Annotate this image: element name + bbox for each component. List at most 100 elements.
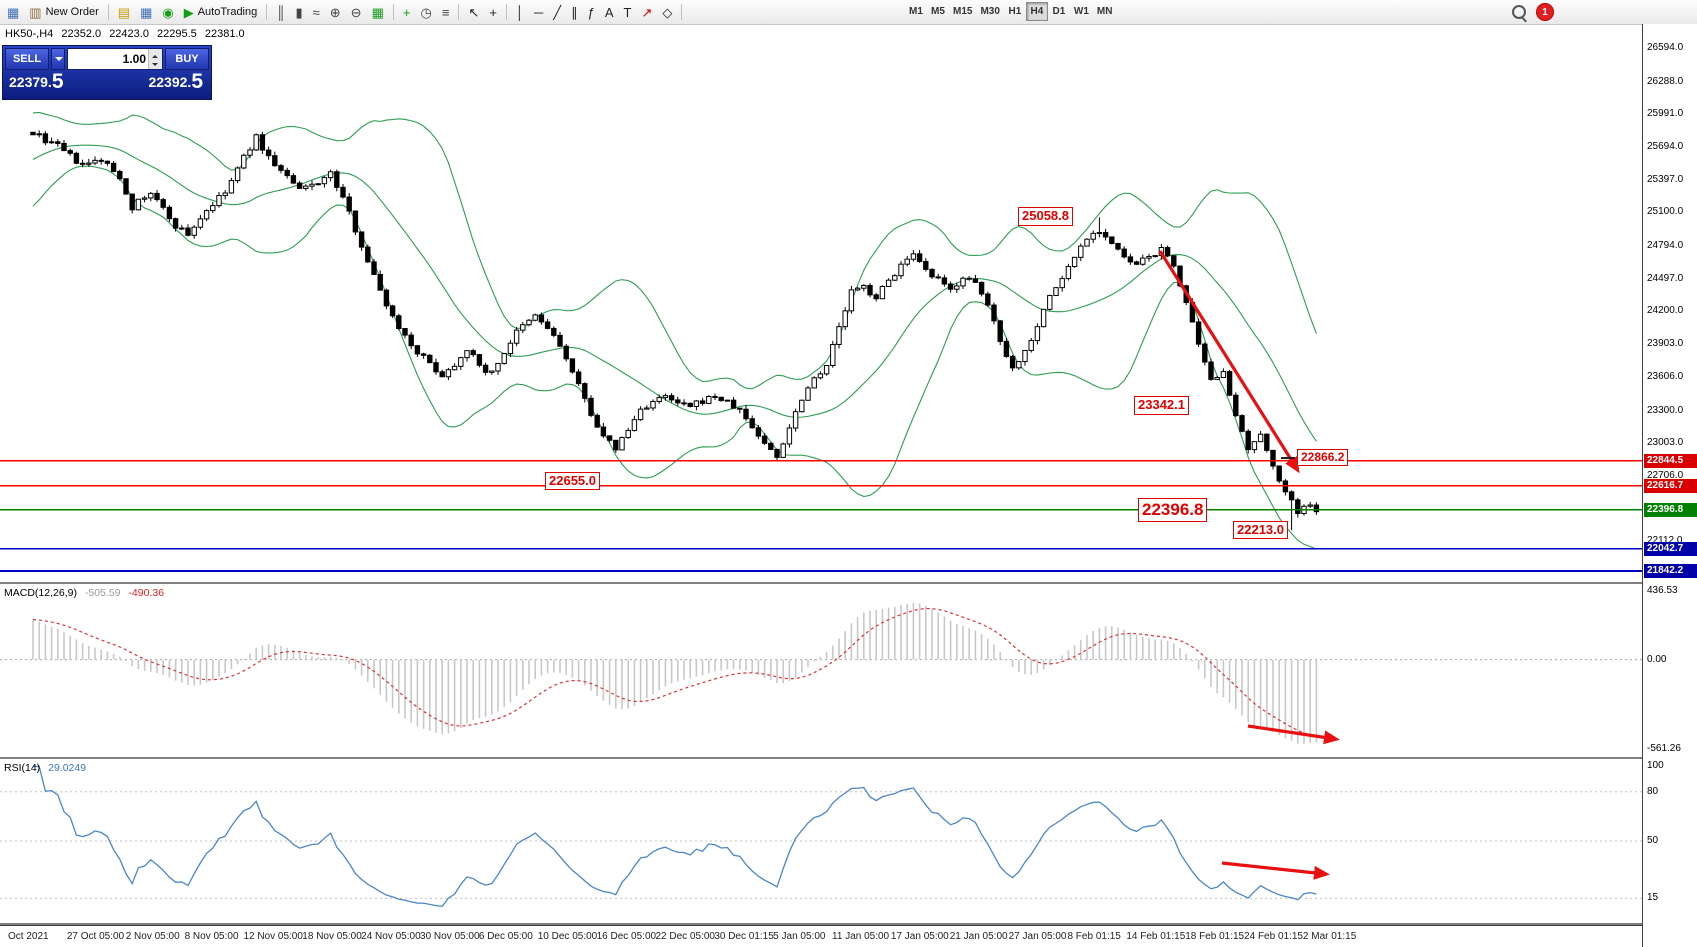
rsi-axis-label: 15 — [1647, 892, 1659, 904]
new-order-button[interactable]: ▥ New Order — [25, 2, 102, 22]
new-chart-icon: ▦ — [7, 4, 20, 20]
zoom-in-icon: ⊕ — [329, 4, 341, 20]
tile-windows-icon[interactable]: ▦ — [368, 2, 388, 22]
time-label: 18 Nov 05:00 — [302, 931, 362, 942]
zoom-in-icon[interactable]: ⊕ — [326, 2, 345, 22]
vertical-line-icon[interactable]: │ — [512, 2, 528, 22]
price-tick: 23903.0 — [1647, 338, 1684, 350]
time-label: 27 Oct 05:00 — [66, 931, 125, 942]
label-icon: T — [623, 4, 632, 20]
candles — [30, 130, 1320, 531]
ohlc-open: 22352.0 — [61, 28, 102, 40]
new-order-button: ▥ — [29, 4, 42, 20]
macd-histogram — [32, 602, 1318, 744]
clock-icon[interactable]: ◷ — [416, 2, 435, 22]
timeframe-m5[interactable]: M5 — [927, 2, 949, 21]
ohlc-low: 22295.5 — [157, 28, 197, 40]
sell-price[interactable]: 22379. 5 — [9, 71, 64, 92]
sell-price-big: 5 — [51, 70, 64, 93]
cursor-icon[interactable]: ↖ — [464, 2, 483, 22]
bar-chart-icon[interactable]: ║ — [272, 2, 289, 22]
macd-signal-line — [32, 607, 1317, 738]
bollinger-middle[interactable] — [32, 144, 1317, 442]
crosshair-icon: + — [489, 4, 497, 20]
chart-shift-icon[interactable]: ≡ — [438, 2, 454, 22]
market-watch-icon[interactable]: ◉ — [158, 2, 177, 22]
charts-grid-icon[interactable]: ▦ — [136, 2, 156, 22]
price-tick: 25397.0 — [1647, 173, 1684, 185]
new-chart-icon[interactable]: ▦ — [3, 2, 23, 22]
trend-arrow[interactable] — [1158, 250, 1300, 474]
timeframe-h4[interactable]: H4 — [1025, 2, 1048, 21]
volume-spinner — [148, 49, 162, 69]
autotrading-button[interactable]: ▶ AutoTrading — [180, 2, 262, 22]
timeframe-m30[interactable]: M30 — [976, 2, 1003, 21]
line-chart-icon[interactable]: ≈ — [309, 2, 324, 22]
text-icon[interactable]: A — [601, 2, 618, 22]
candlestick-chart-icon[interactable]: ▮ — [291, 2, 306, 22]
trend-arrow[interactable] — [1247, 724, 1340, 745]
main-chart[interactable] — [0, 24, 1642, 582]
label-icon[interactable]: T — [619, 2, 635, 22]
timeframe-h1[interactable]: H1 — [1004, 2, 1026, 21]
price-tick: 26288.0 — [1647, 75, 1684, 87]
price-level-box: 22042.7 — [1644, 541, 1697, 556]
shapes-icon[interactable]: ◇ — [658, 2, 676, 22]
volume-input[interactable] — [68, 49, 148, 69]
time-label: 22 Dec 05:00 — [655, 931, 715, 942]
price-level-box: 22844.5 — [1644, 453, 1697, 468]
ohlc-high: 22423.0 — [109, 28, 149, 40]
timeframe-d1[interactable]: D1 — [1048, 2, 1070, 21]
buy-button[interactable]: BUY — [165, 48, 209, 70]
timeframe-m1[interactable]: M1 — [905, 2, 927, 21]
time-label: 30 Nov 05:00 — [420, 931, 480, 942]
rsi-axis-label: 80 — [1647, 785, 1659, 797]
zoom-out-icon[interactable]: ⊖ — [347, 2, 366, 22]
timeframe-m15[interactable]: M15 — [949, 2, 976, 21]
rsi-panel[interactable] — [0, 759, 1642, 923]
macd-axis-label: 436.53 — [1647, 585, 1678, 596]
toolbar-separator — [392, 4, 394, 20]
timeframe-w1[interactable]: W1 — [1070, 2, 1093, 21]
shapes-icon: ◇ — [662, 4, 673, 20]
macd-main-value: -505.59 — [84, 587, 121, 599]
volume-down-button[interactable] — [149, 59, 162, 69]
bollinger-lower[interactable] — [32, 165, 1317, 550]
panel-splitter[interactable] — [0, 757, 1697, 759]
price-axis[interactable]: 26594.0 26288.0 25991.0 25694.0 25397.0 25100… — [1642, 24, 1697, 947]
fibonacci-icon: ƒ — [587, 4, 595, 20]
toolbar-separator — [505, 4, 507, 20]
volume-dropdown[interactable] — [51, 48, 65, 70]
bollinger-upper[interactable] — [32, 111, 1317, 390]
time-label: 8 Feb 01:15 — [1067, 931, 1121, 942]
horizontal-line-icon[interactable]: ─ — [530, 2, 547, 22]
crosshair-icon[interactable]: + — [485, 2, 501, 22]
add-chart-icon[interactable]: + — [399, 2, 415, 22]
one-click-trading-panel: SELL BUY 22379. 5 22392. 5 — [2, 45, 212, 100]
clock-icon: ◷ — [420, 4, 432, 20]
macd-indicator-label: MACD(12,26,9) -505.59 -490.36 — [4, 587, 169, 599]
panel-splitter[interactable] — [0, 582, 1697, 584]
search-icon[interactable] — [1512, 5, 1526, 19]
macd-signal-value: -490.36 — [128, 587, 165, 599]
symbol-name: HK50-,H4 — [5, 28, 54, 40]
price-tick: 26594.0 — [1647, 41, 1684, 53]
arrow-tool-icon[interactable]: ↗ — [637, 2, 656, 22]
fibonacci-icon[interactable]: ƒ — [584, 2, 599, 22]
timeframe-mn[interactable]: MN — [1093, 2, 1117, 21]
trend-arrow[interactable] — [1221, 861, 1330, 880]
panel-splitter[interactable] — [0, 923, 1697, 925]
macd-panel[interactable] — [0, 584, 1642, 757]
trendline-icon[interactable]: ╱ — [549, 2, 565, 22]
time-axis[interactable]: Oct 2021 27 Oct 05:00 2 Nov 05:00 8 Nov 05:… — [0, 925, 1642, 947]
notification-badge[interactable]: 1 — [1536, 3, 1554, 21]
line-chart-icon: ≈ — [312, 4, 320, 20]
time-label: 30 Dec 01:15 — [714, 931, 774, 942]
chart-shift-icon: ≡ — [441, 4, 450, 20]
profiles-icon[interactable]: ▤ — [114, 2, 134, 22]
channel-icon[interactable]: ∥ — [567, 2, 582, 22]
volume-up-button[interactable] — [149, 49, 162, 59]
buy-price[interactable]: 22392. 5 — [148, 71, 203, 92]
sell-button[interactable]: SELL — [5, 48, 49, 70]
time-label: 2 Nov 05:00 — [125, 931, 180, 942]
